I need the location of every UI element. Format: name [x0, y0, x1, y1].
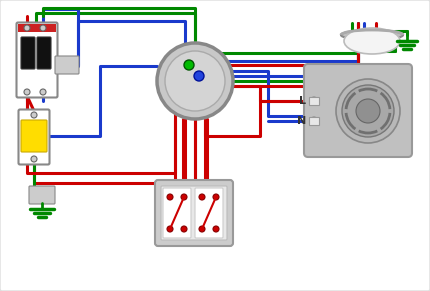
Ellipse shape	[344, 28, 400, 54]
Ellipse shape	[341, 30, 403, 40]
FancyBboxPatch shape	[18, 109, 49, 164]
Circle shape	[167, 194, 173, 200]
Circle shape	[181, 226, 187, 232]
FancyBboxPatch shape	[304, 64, 412, 157]
Circle shape	[181, 194, 187, 200]
Circle shape	[199, 226, 205, 232]
Circle shape	[165, 51, 225, 111]
FancyBboxPatch shape	[161, 186, 227, 240]
Circle shape	[356, 99, 380, 123]
Circle shape	[336, 79, 400, 143]
Text: L: L	[299, 96, 306, 106]
Circle shape	[167, 226, 173, 232]
Circle shape	[24, 89, 30, 95]
Circle shape	[31, 112, 37, 118]
FancyBboxPatch shape	[16, 22, 58, 97]
Circle shape	[310, 97, 318, 105]
Circle shape	[31, 156, 37, 162]
FancyBboxPatch shape	[55, 56, 79, 74]
Circle shape	[342, 85, 394, 137]
Circle shape	[310, 117, 318, 125]
Circle shape	[40, 89, 46, 95]
FancyBboxPatch shape	[309, 117, 319, 125]
FancyBboxPatch shape	[195, 188, 223, 238]
FancyBboxPatch shape	[309, 97, 319, 105]
Circle shape	[213, 194, 219, 200]
FancyBboxPatch shape	[21, 37, 35, 69]
Circle shape	[40, 25, 46, 31]
FancyBboxPatch shape	[163, 188, 191, 238]
Circle shape	[24, 25, 30, 31]
Text: N: N	[297, 116, 306, 126]
Circle shape	[194, 71, 204, 81]
FancyBboxPatch shape	[37, 37, 51, 69]
Circle shape	[157, 43, 233, 119]
Circle shape	[213, 226, 219, 232]
FancyBboxPatch shape	[29, 186, 55, 204]
FancyBboxPatch shape	[155, 180, 233, 246]
Circle shape	[184, 60, 194, 70]
FancyBboxPatch shape	[18, 24, 56, 32]
Circle shape	[199, 194, 205, 200]
FancyBboxPatch shape	[21, 120, 47, 152]
